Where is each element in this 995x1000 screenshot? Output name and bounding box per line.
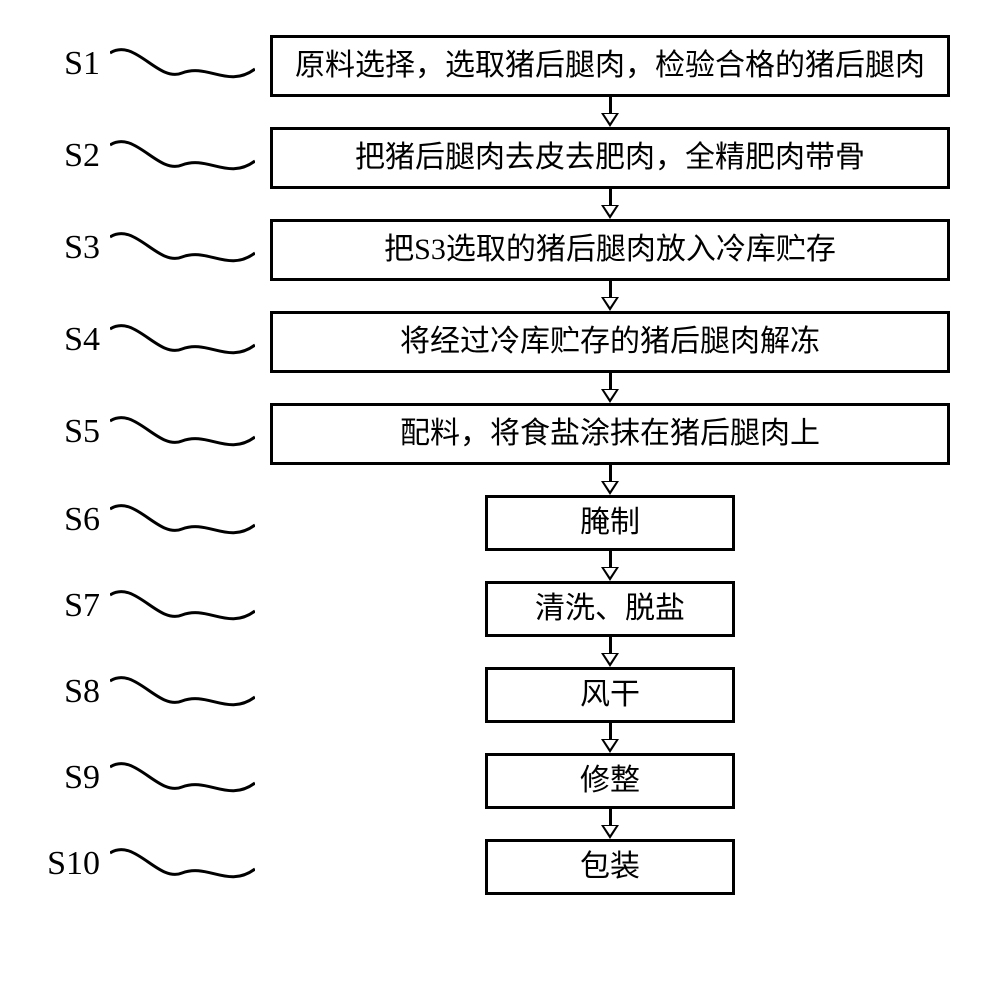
connector-wave xyxy=(110,227,255,267)
connector-wave xyxy=(110,585,255,625)
step-label: S8 xyxy=(64,671,100,709)
step-box: 风干 xyxy=(485,667,735,723)
step-box: 清洗、脱盐 xyxy=(485,581,735,637)
flow-step-S7: S7 清洗、脱盐 xyxy=(0,581,995,637)
flow-step-S4: S4 将经过冷库贮存的猪后腿肉解冻 xyxy=(0,311,995,373)
connector-wave xyxy=(110,135,255,175)
flow-step-S2: S2 把猪后腿肉去皮去肥肉，全精肥肉带骨 xyxy=(0,127,995,189)
flow-arrow xyxy=(600,551,620,581)
flow-step-S10: S10 包装 xyxy=(0,839,995,895)
step-label-wrap: S2 xyxy=(0,135,255,175)
step-label: S5 xyxy=(64,411,100,449)
step-label: S6 xyxy=(64,499,100,537)
step-label-wrap: S8 xyxy=(0,671,255,711)
connector-wave xyxy=(110,499,255,539)
step-label: S9 xyxy=(64,757,100,795)
step-label-wrap: S5 xyxy=(0,411,255,451)
step-label-wrap: S10 xyxy=(0,843,255,883)
step-box: 配料，将食盐涂抹在猪后腿肉上 xyxy=(270,403,950,465)
flow-step-S6: S6 腌制 xyxy=(0,495,995,551)
step-label: S2 xyxy=(64,135,100,173)
flow-step-S1: S1 原料选择，选取猪后腿肉，检验合格的猪后腿肉 xyxy=(0,35,995,97)
connector-wave xyxy=(110,843,255,883)
step-label: S10 xyxy=(47,843,100,881)
step-label: S3 xyxy=(64,227,100,265)
flow-step-S8: S8 风干 xyxy=(0,667,995,723)
flow-step-S5: S5 配料，将食盐涂抹在猪后腿肉上 xyxy=(0,403,995,465)
step-label: S4 xyxy=(64,319,100,357)
step-box: 腌制 xyxy=(485,495,735,551)
connector-wave xyxy=(110,319,255,359)
connector-wave xyxy=(110,411,255,451)
step-label-wrap: S1 xyxy=(0,43,255,83)
step-label: S1 xyxy=(64,43,100,81)
step-box: 原料选择，选取猪后腿肉，检验合格的猪后腿肉 xyxy=(270,35,950,97)
connector-wave xyxy=(110,43,255,83)
flow-arrow xyxy=(600,189,620,219)
step-box: 把S3选取的猪后腿肉放入冷库贮存 xyxy=(270,219,950,281)
step-label: S7 xyxy=(64,585,100,623)
step-box: 包装 xyxy=(485,839,735,895)
flow-arrow xyxy=(600,809,620,839)
flow-arrow xyxy=(600,723,620,753)
flow-arrow xyxy=(600,465,620,495)
step-box: 把猪后腿肉去皮去肥肉，全精肥肉带骨 xyxy=(270,127,950,189)
connector-wave xyxy=(110,757,255,797)
step-label-wrap: S4 xyxy=(0,319,255,359)
step-label-wrap: S7 xyxy=(0,585,255,625)
step-box: 修整 xyxy=(485,753,735,809)
step-label-wrap: S3 xyxy=(0,227,255,267)
flow-step-S9: S9 修整 xyxy=(0,753,995,809)
flow-arrow xyxy=(600,373,620,403)
connector-wave xyxy=(110,671,255,711)
flow-arrow xyxy=(600,281,620,311)
step-box: 将经过冷库贮存的猪后腿肉解冻 xyxy=(270,311,950,373)
flow-arrow xyxy=(600,97,620,127)
flow-arrow xyxy=(600,637,620,667)
flow-step-S3: S3 把S3选取的猪后腿肉放入冷库贮存 xyxy=(0,219,995,281)
step-label-wrap: S6 xyxy=(0,499,255,539)
step-label-wrap: S9 xyxy=(0,757,255,797)
flowchart-container: S1 原料选择，选取猪后腿肉，检验合格的猪后腿肉 S2 把猪后腿肉去皮去肥肉，全精肥肉… xyxy=(0,35,995,895)
